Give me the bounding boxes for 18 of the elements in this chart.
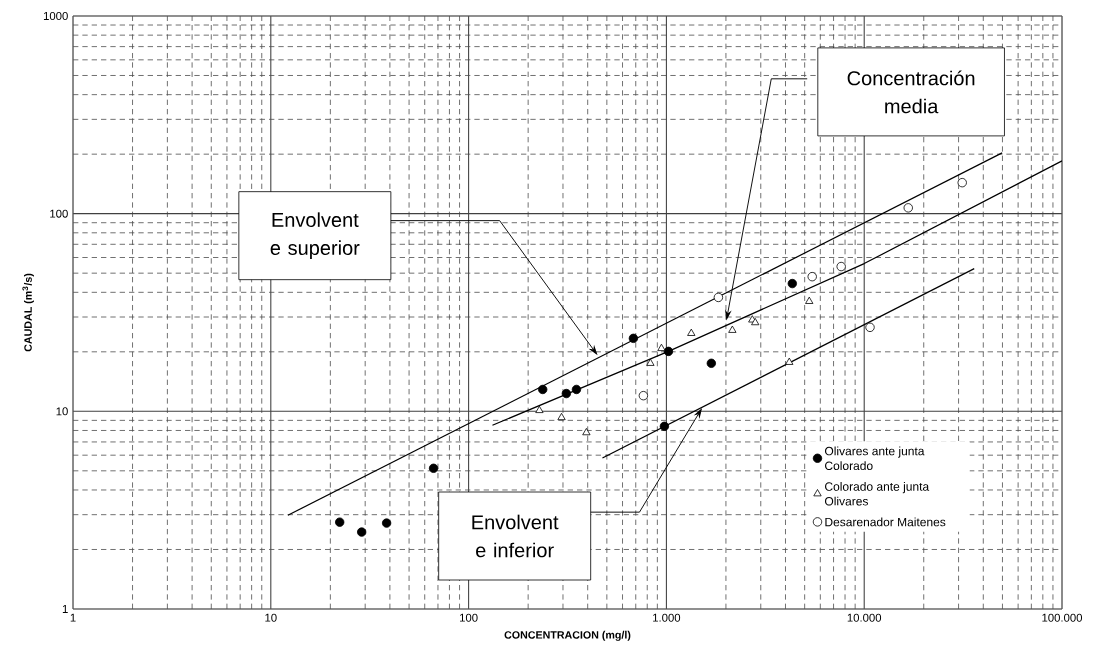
x-axis-title: CONCENTRACION (mg/l) <box>504 630 631 641</box>
x-tick-label: 10.000 <box>847 613 882 622</box>
annotation: Envolvent e superior <box>270 212 360 259</box>
legend-label: Colorado ante junta Olivares <box>824 482 930 506</box>
y-tick-label: 100 <box>50 209 68 218</box>
x-tick-label: 10 <box>265 613 277 622</box>
y-tick-label: 1 <box>62 605 68 613</box>
x-tick-label: 100 <box>460 613 478 622</box>
x-tick-label: 100.000 <box>1042 613 1083 622</box>
y-axis-title: CAUDAL (m$^{3}$/s) <box>22 273 34 352</box>
y-tick-label: 10 <box>56 407 68 416</box>
legend-label: Olivares ante junta Colorado <box>824 446 925 471</box>
annotation: Envolvent e inferior <box>472 514 559 558</box>
annotation: Concentración media <box>847 70 975 114</box>
x-tick-label: 1.000 <box>653 613 681 622</box>
legend-label: Desarenador Maitenes <box>825 517 946 527</box>
x-tick-label: 1 <box>70 613 76 622</box>
y-tick-label: 1000 <box>43 11 68 20</box>
